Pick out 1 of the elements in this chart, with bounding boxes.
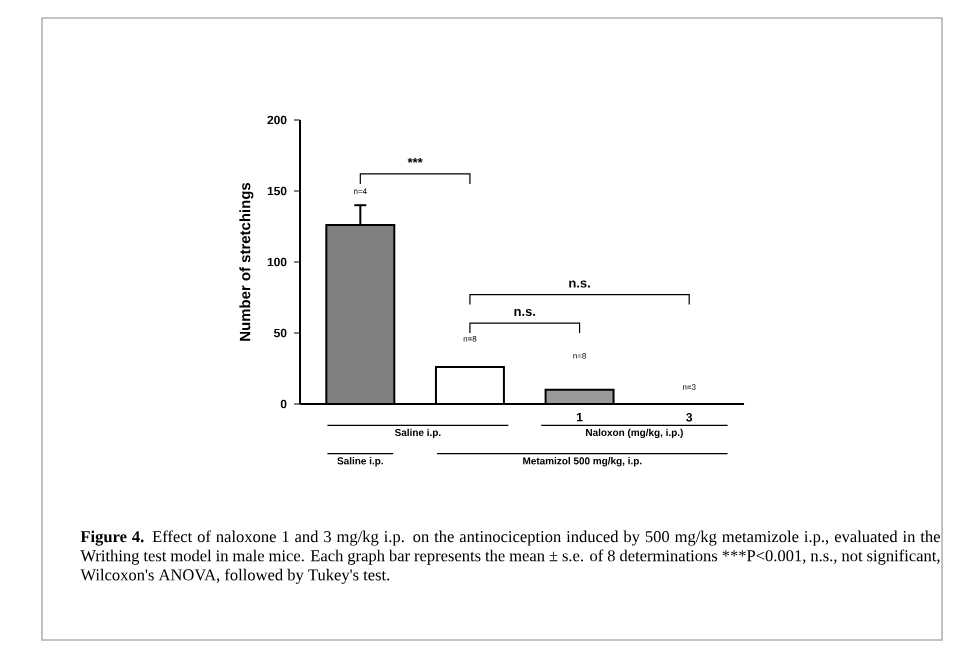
text: Figure 4. Effect of naloxone 1 and 3 mg/kg i.p. on the antinociception induced by 500 mg/kg metamizole i.p., evaluated in the Writhing test model in male mice. Each graph bar represents the mean ± s.e. of 8 determinations ***P<0.001, n.s., not significant, Wilcoxon's ANOVA, followed by Tukey's test.: [80, 530, 940, 584]
